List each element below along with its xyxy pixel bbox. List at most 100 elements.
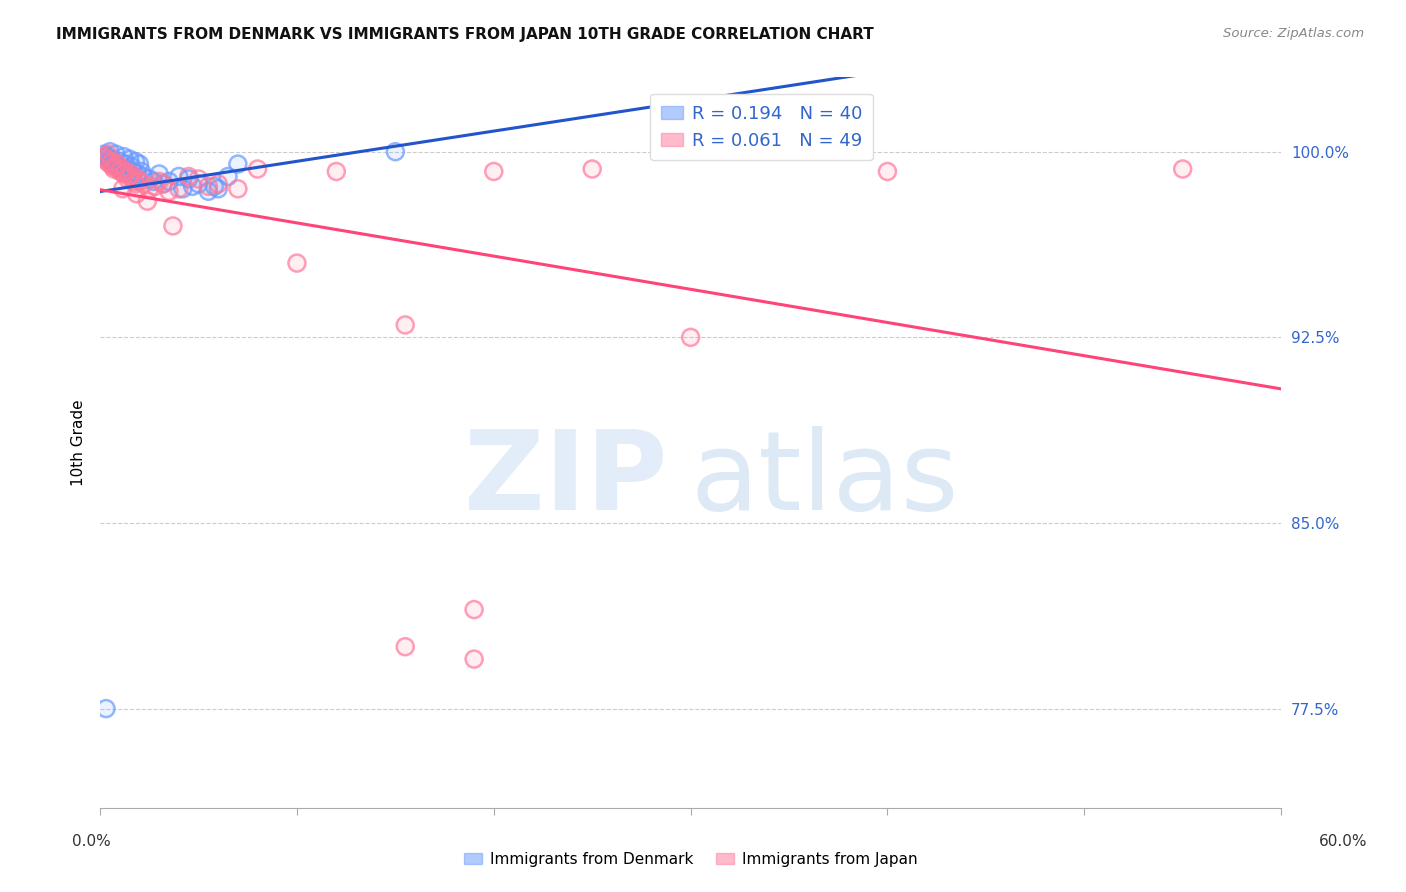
Point (463, 652, 485, 666)
Point (98, 157, 121, 171)
Point (127, 172, 149, 186)
Point (104, 147, 127, 161)
Point (207, 177, 229, 191)
Point (94, 701, 117, 715)
Point (117, 161, 139, 176)
Point (97, 147, 120, 161)
Point (181, 179, 204, 194)
Point (187, 172, 209, 186)
Point (112, 167, 135, 181)
Point (181, 179, 204, 194)
Point (124, 154, 146, 169)
Point (581, 161, 603, 176)
Point (152, 177, 174, 191)
Point (1171, 161, 1194, 176)
Point (463, 652, 485, 666)
Point (138, 182, 160, 196)
Point (246, 161, 269, 176)
Point (111, 161, 134, 176)
Point (128, 157, 150, 171)
Text: ZIP: ZIP (464, 425, 666, 533)
Point (103, 161, 125, 176)
Point (157, 174, 180, 188)
Point (177, 172, 200, 186)
Point (187, 177, 209, 191)
Point (187, 172, 209, 186)
Point (97, 147, 120, 161)
Point (152, 177, 174, 191)
Point (121, 160, 143, 174)
Point (148, 167, 170, 181)
Point (207, 182, 229, 196)
Point (127, 172, 149, 186)
Point (98, 157, 121, 171)
Point (246, 161, 269, 176)
Point (114, 164, 136, 178)
Point (482, 164, 505, 178)
Point (177, 169, 200, 184)
Point (132, 177, 155, 191)
Point (325, 164, 347, 178)
Point (1171, 161, 1194, 176)
Point (121, 167, 143, 181)
Point (122, 174, 145, 188)
Point (143, 179, 166, 194)
Point (93, 147, 115, 161)
Point (98, 154, 121, 169)
Point (384, 145, 406, 159)
Point (394, 640, 416, 654)
Point (207, 177, 229, 191)
Text: 0.0%: 0.0% (72, 834, 111, 849)
Point (111, 161, 134, 176)
Point (94, 701, 117, 715)
Point (127, 167, 149, 181)
Point (122, 174, 145, 188)
Point (148, 167, 170, 181)
Point (96, 154, 118, 169)
Point (107, 157, 129, 171)
Point (202, 179, 225, 194)
Point (138, 172, 160, 186)
Point (148, 174, 170, 188)
Point (197, 179, 219, 194)
Point (112, 150, 135, 164)
Point (217, 169, 239, 184)
Point (285, 256, 308, 270)
Point (226, 157, 249, 171)
Point (136, 194, 159, 209)
Point (152, 177, 174, 191)
Point (142, 174, 165, 188)
Point (187, 177, 209, 191)
Point (131, 164, 153, 178)
Point (122, 164, 145, 178)
Point (217, 169, 239, 184)
Point (394, 640, 416, 654)
Point (177, 172, 200, 186)
Point (107, 157, 129, 171)
Point (167, 182, 190, 196)
Point (128, 174, 150, 188)
Point (101, 152, 124, 166)
Point (96, 150, 118, 164)
Point (128, 174, 150, 188)
Point (103, 157, 125, 171)
Point (124, 177, 146, 191)
Point (122, 164, 145, 178)
Point (167, 182, 190, 196)
Point (96, 154, 118, 169)
Point (142, 174, 165, 188)
Point (876, 164, 898, 178)
Point (107, 160, 129, 174)
Point (167, 169, 190, 184)
Point (679, 330, 702, 344)
Point (97, 152, 120, 166)
Point (226, 182, 249, 196)
Point (101, 154, 124, 169)
Point (124, 154, 146, 169)
Point (172, 182, 194, 196)
Point (101, 160, 124, 174)
Text: Source: ZipAtlas.com: Source: ZipAtlas.com (1223, 27, 1364, 40)
Point (127, 167, 149, 181)
Point (157, 184, 180, 198)
Point (285, 256, 308, 270)
